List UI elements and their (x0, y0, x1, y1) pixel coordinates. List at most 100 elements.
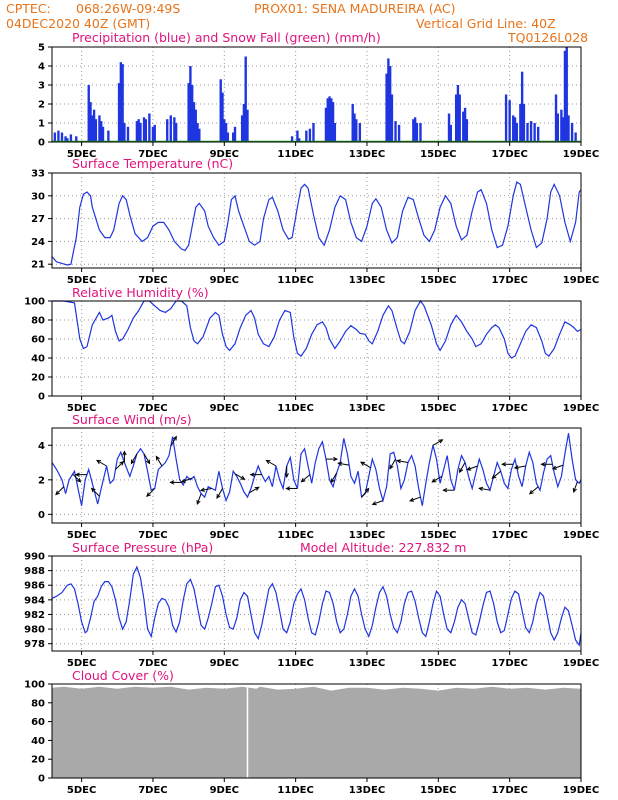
wind-arrow (249, 472, 262, 477)
precip-bar (240, 115, 244, 142)
temp-panel-title: Surface Temperature (nC) (72, 156, 233, 171)
cloud-ytick-label: 60 (31, 717, 45, 728)
precip-bar (219, 79, 222, 142)
temp-ytick-label: 27 (31, 214, 45, 225)
wind-arrow (169, 480, 182, 485)
header-model-code: TQ0126L028 (507, 30, 588, 45)
precip-bar (463, 107, 467, 142)
wind-arrow (442, 487, 455, 493)
precip-xtick-label: 15DEC (420, 149, 456, 160)
precip-xtick-label: 5DEC (67, 149, 96, 160)
precip-bar (358, 123, 362, 142)
precip-bar (353, 113, 356, 142)
wind-arrow (396, 459, 409, 464)
cloud-xtick-label: 15DEC (420, 785, 456, 796)
precip-bar (153, 124, 156, 142)
precip-bar (53, 132, 57, 142)
precip-bar (137, 119, 140, 142)
pressure-xtick-label: 15DEC (420, 658, 456, 669)
temp-ytick-label: 30 (31, 191, 45, 202)
precip-bar (87, 85, 90, 142)
wind-arrow (216, 488, 223, 499)
pressure-xtick-label: 5DEC (67, 658, 96, 669)
cloud-ytick-label: 40 (31, 736, 45, 747)
wind-arrow (337, 461, 350, 466)
precip-bar (298, 138, 301, 142)
precip-bar (107, 130, 110, 142)
precip-xtick-label: 11DEC (277, 149, 313, 160)
temp-xtick-label: 11DEC (277, 275, 313, 286)
cloud-panel-title: Cloud Cover (%) (72, 668, 174, 683)
wind-arrow (361, 487, 370, 498)
cloud-cover-area (52, 686, 581, 778)
precip-bar (458, 94, 461, 142)
precip-bar (390, 94, 394, 142)
precip-bar (190, 85, 194, 142)
precip-bar (508, 100, 511, 142)
precip-bar (148, 113, 151, 142)
temp-series-line (51, 181, 582, 266)
wind-series-line (51, 433, 582, 506)
precip-bar (387, 58, 390, 142)
wind-xtick-label: 17DEC (491, 530, 527, 541)
precip-bar (226, 132, 230, 142)
temp-ytick-label: 21 (31, 260, 45, 271)
precip-bar (556, 113, 560, 142)
precip-bar (221, 92, 224, 142)
precip-bar (397, 124, 401, 142)
precip-bar (388, 66, 392, 142)
humidity-ytick-label: 20 (31, 373, 45, 384)
humidity-ytick-label: 40 (31, 354, 45, 365)
pressure-xtick-label: 7DEC (138, 658, 167, 669)
precip-bar (244, 56, 247, 142)
precip-bar (537, 126, 540, 142)
precip-bar (419, 123, 422, 142)
wind-arrow (330, 472, 338, 484)
precip-bar (224, 123, 228, 142)
wind-arrow (501, 462, 514, 467)
precip-bar (324, 107, 328, 142)
pressure-frame (51, 555, 582, 652)
pressure-ytick-label: 990 (24, 552, 45, 563)
wind-arrow (74, 472, 87, 477)
precip-xtick-label: 9DEC (210, 149, 239, 160)
precip-bar (94, 119, 98, 142)
precip-bar (194, 109, 197, 142)
pressure-xtick-label: 9DEC (210, 658, 239, 669)
precip-ytick-label: 0 (38, 138, 45, 149)
precip-bar (326, 98, 329, 142)
precip-bar (331, 102, 335, 142)
pressure-xtick-label: 13DEC (349, 658, 385, 669)
precip-bar (223, 119, 226, 142)
temp-xtick-label: 9DEC (210, 275, 239, 286)
pressure-ytick-label: 978 (24, 639, 45, 650)
cloud-frame (51, 683, 582, 779)
wind-arrow (284, 466, 289, 479)
precip-bar (447, 113, 451, 142)
precip-bar (560, 109, 563, 142)
wind-arrow (96, 459, 107, 467)
precip-bar (519, 104, 522, 142)
precip-xtick-label: 17DEC (491, 149, 527, 160)
wind-ytick-label: 4 (38, 441, 45, 452)
precip-bar (290, 136, 294, 142)
pressure-altitude-label: Model Altitude: 227.832 m (300, 540, 466, 555)
temp-xtick-label: 13DEC (349, 275, 385, 286)
wind-arrow (466, 465, 478, 471)
precip-bar (100, 121, 103, 142)
precip-bar (412, 119, 415, 142)
temp-xtick-label: 19DEC (563, 275, 599, 286)
pressure-xtick-label: 11DEC (277, 658, 313, 669)
cloud-xtick-label: 13DEC (349, 785, 385, 796)
precip-ytick-label: 1 (38, 119, 45, 130)
precip-bar (60, 132, 64, 142)
precip-bar (233, 126, 237, 142)
header-date: 04DEC2020 40Z (GMT) (6, 16, 150, 31)
precip-bar (66, 138, 69, 142)
temp-xtick-label: 7DEC (138, 275, 167, 286)
precip-bar (142, 117, 146, 142)
precip-bar (570, 123, 574, 142)
precip-bar (196, 123, 199, 142)
precip-bar (189, 66, 192, 142)
pressure-panel-title: Surface Pressure (hPa) (72, 540, 213, 555)
